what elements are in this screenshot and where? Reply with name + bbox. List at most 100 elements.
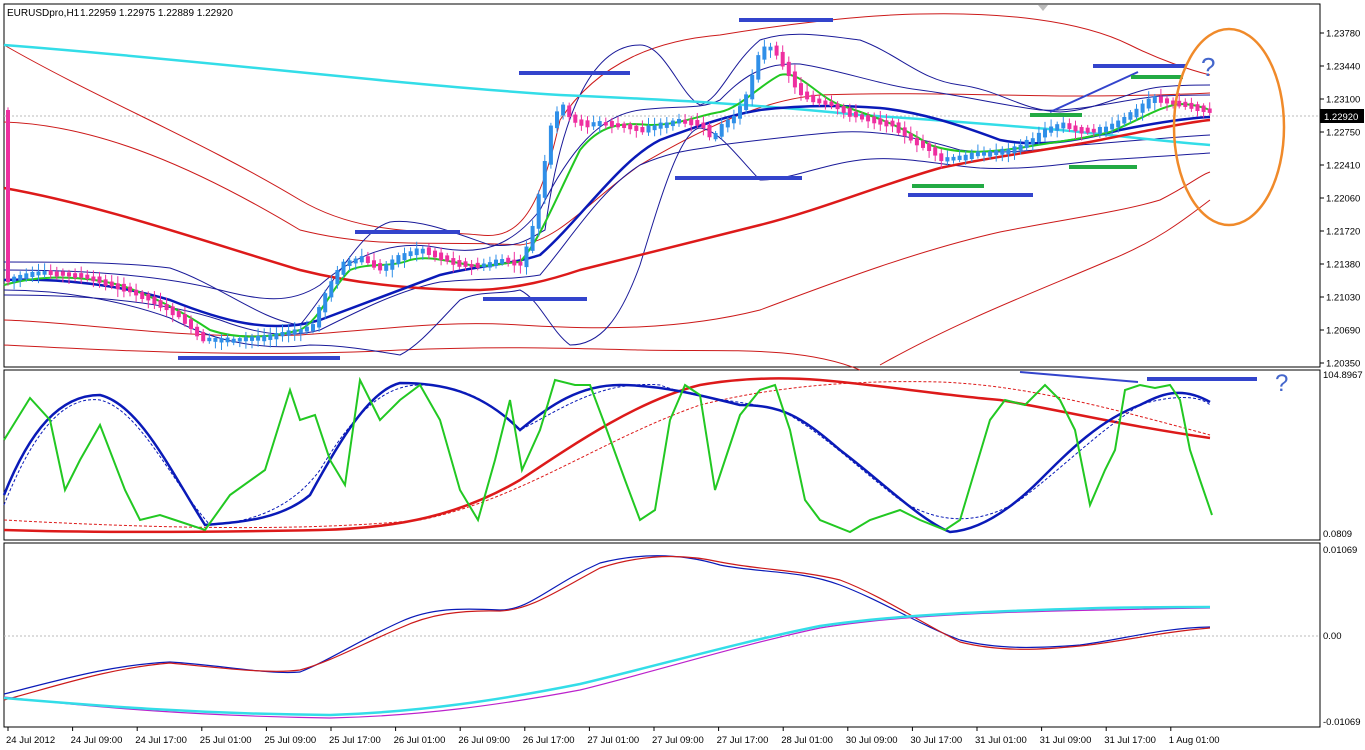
candle-body xyxy=(860,114,864,120)
candle-body xyxy=(811,94,816,103)
macd-cyan-line xyxy=(3,605,1211,717)
candle-body xyxy=(933,147,938,156)
time-tick-label: 26 Jul 17:00 xyxy=(523,735,575,746)
candle-body xyxy=(1134,108,1139,118)
candle-body xyxy=(939,153,944,162)
candle-body xyxy=(1055,124,1060,131)
candle-body xyxy=(341,261,346,275)
candle-body xyxy=(286,330,291,336)
macd-tick-label: 0.01069 xyxy=(1323,545,1357,556)
candle-body xyxy=(878,118,883,125)
blue-band-inner-upper xyxy=(3,63,1211,300)
time-tick-label: 28 Jul 01:00 xyxy=(781,735,833,746)
candle-body xyxy=(652,125,657,131)
candle-body xyxy=(1171,100,1176,105)
candle-body xyxy=(237,338,242,342)
candle-body xyxy=(573,114,578,123)
candle-body xyxy=(628,123,633,130)
time-tick-label: 30 Jul 09:00 xyxy=(846,735,898,746)
candle-body xyxy=(365,256,370,263)
oscillator-pane: ? 104.8967 0.0809 xyxy=(2,370,1363,540)
candle-body xyxy=(304,326,309,332)
candle-body xyxy=(1006,148,1011,155)
candle-body xyxy=(140,292,145,299)
candle-body xyxy=(872,116,877,124)
candle-body xyxy=(445,255,450,262)
candle-body xyxy=(109,281,114,287)
osc-trend-line[interactable] xyxy=(1019,371,1139,383)
orange-highlight-ellipse[interactable] xyxy=(1172,27,1286,227)
candle-body xyxy=(54,271,59,277)
red-band-upper-outer xyxy=(3,13,1211,237)
candle-body xyxy=(951,156,956,161)
candle-body xyxy=(24,273,29,279)
candle-body xyxy=(158,300,163,308)
candle-body xyxy=(457,260,462,267)
candle-body xyxy=(1091,128,1096,133)
trend-line[interactable] xyxy=(1049,71,1139,113)
candle-body xyxy=(1128,112,1133,120)
candle-body xyxy=(225,337,230,343)
time-tick-label: 27 Jul 09:00 xyxy=(652,735,704,746)
ma-mid-line xyxy=(3,104,1211,328)
candle-body xyxy=(390,259,395,270)
candle-body xyxy=(311,324,315,332)
candle-body xyxy=(298,329,303,334)
candle-body xyxy=(347,260,352,266)
candle-body xyxy=(414,248,419,256)
candle-body xyxy=(170,306,175,316)
candle-body xyxy=(426,247,431,255)
candle-body xyxy=(1043,128,1047,138)
candle-body xyxy=(60,271,65,276)
candle-body xyxy=(481,263,486,268)
candle-body xyxy=(713,133,718,140)
candle-body xyxy=(256,335,261,341)
candle-body xyxy=(67,272,71,277)
candle-body xyxy=(616,123,620,128)
time-tick-label: 26 Jul 01:00 xyxy=(394,735,446,746)
candle-body xyxy=(48,270,53,275)
candle-body xyxy=(329,281,334,298)
candle-body xyxy=(195,326,200,337)
candle-body xyxy=(695,120,700,126)
candle-body xyxy=(841,106,846,113)
candle-body xyxy=(372,260,376,268)
candle-body xyxy=(323,293,328,313)
candle-body xyxy=(988,151,993,157)
time-tick-label: 31 Jul 17:00 xyxy=(1104,735,1156,746)
candle-body xyxy=(42,271,47,275)
candle-body xyxy=(1201,105,1206,112)
candle-body xyxy=(921,140,925,148)
candle-body xyxy=(756,55,761,80)
candle-body xyxy=(408,251,413,257)
blue-level-bars xyxy=(178,18,1186,360)
candle-body xyxy=(762,46,767,60)
candle-body xyxy=(1165,98,1169,104)
candle-body xyxy=(597,121,602,126)
candle-body xyxy=(18,274,23,281)
candle-body xyxy=(1085,127,1090,133)
time-tick-label: 26 Jul 09:00 xyxy=(458,735,510,746)
price-tick-label: 1.21720 xyxy=(1326,227,1360,238)
candle-body xyxy=(658,122,663,129)
time-axis: 24 Jul 2012 24 Jul 09:00 24 Jul 17:00 25 Ju… xyxy=(6,727,1220,746)
candle-body xyxy=(530,225,535,251)
candle-body xyxy=(896,122,901,133)
candle-body xyxy=(585,120,590,128)
candle-body xyxy=(219,338,224,343)
candle-body xyxy=(579,119,584,126)
time-tick-label: 24 Jul 17:00 xyxy=(135,735,187,746)
candle-body xyxy=(433,250,437,258)
ma-cyan-line xyxy=(3,43,1211,147)
candle-body xyxy=(97,276,102,283)
osc-green-line xyxy=(3,376,1213,534)
candle-body xyxy=(731,116,736,124)
candle-body xyxy=(1000,148,1005,155)
candlestick-series xyxy=(6,39,1212,351)
candle-body xyxy=(847,108,852,117)
candle-body xyxy=(250,336,254,341)
candle-body xyxy=(902,127,907,137)
candle-body xyxy=(835,103,840,110)
shift-marker-icon[interactable] xyxy=(1038,5,1048,11)
